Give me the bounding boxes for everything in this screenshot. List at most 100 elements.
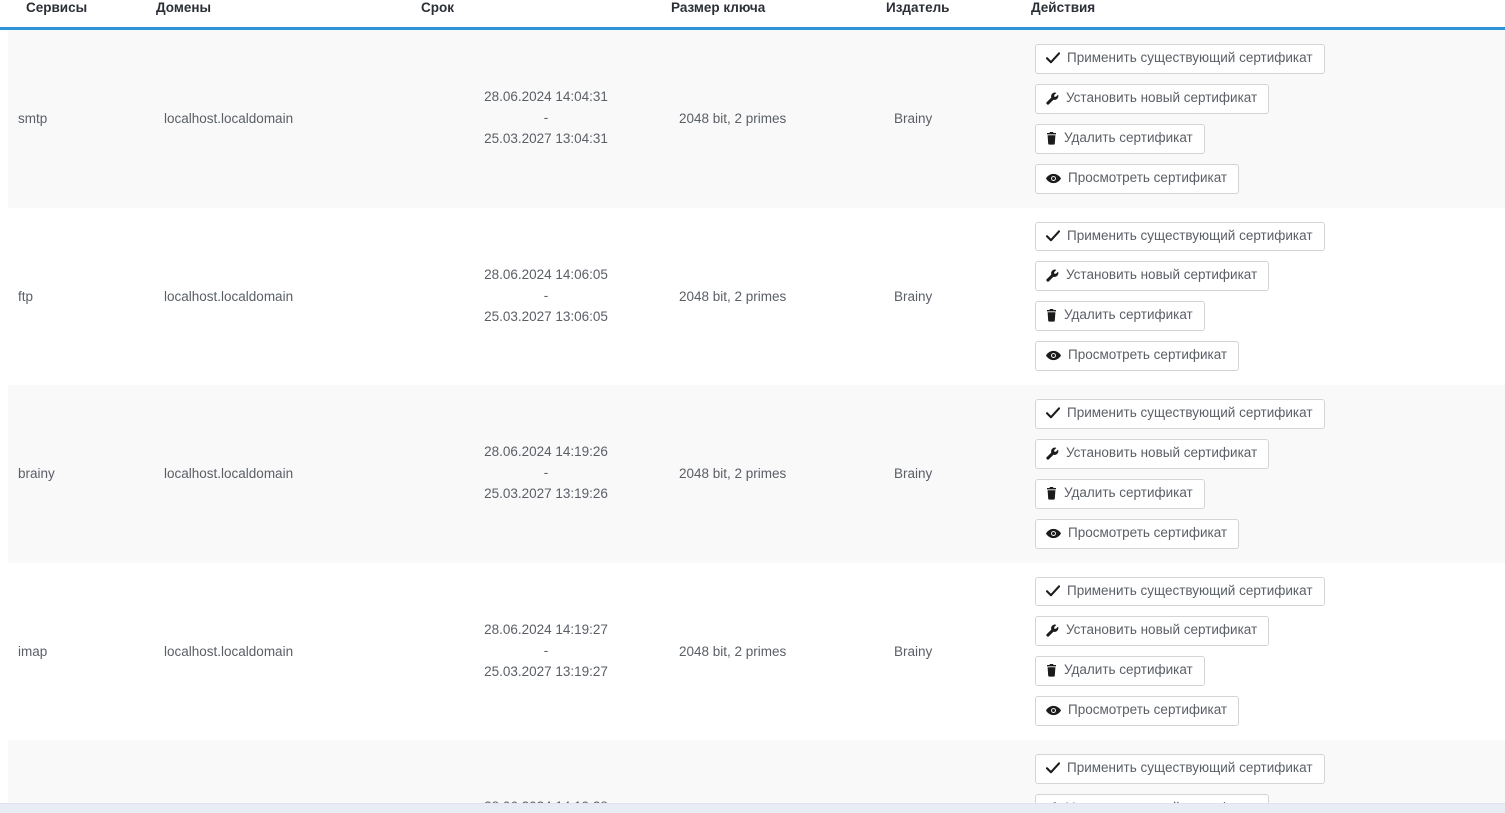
apply-existing-label: Применить существующий сертификат <box>1067 405 1313 420</box>
cell-domain: localhost.localdomain <box>156 28 421 208</box>
term-end: 25.03.2027 13:19:26 <box>484 486 608 502</box>
table-header: Сервисы Домены Срок Размер ключа Издател… <box>0 0 1505 30</box>
apply-existing-button[interactable]: Применить существующий сертификат <box>1035 754 1325 784</box>
apply-existing-button[interactable]: Применить существующий сертификат <box>1035 399 1325 429</box>
apply-existing-label: Применить существующий сертификат <box>1067 760 1313 775</box>
column-header-keysize: Размер ключа <box>671 0 886 30</box>
eye-icon <box>1046 528 1061 539</box>
term-range: 28.06.2024 14:04:31 - 25.03.2027 13:04:31 <box>421 87 671 150</box>
term-range: 28.06.2024 14:19:27 - 25.03.2027 13:19:27 <box>421 620 671 683</box>
install-new-label: Установить новый сертификат <box>1066 622 1258 638</box>
issuer-value: Brainy <box>894 643 933 659</box>
cell-actions: Применить существующий сертификат Установ… <box>1031 562 1505 740</box>
delete-cert-button[interactable]: Удалить сертификат <box>1035 478 1205 509</box>
check-icon <box>1046 762 1060 774</box>
install-new-button[interactable]: Установить новый сертификат <box>1035 438 1270 469</box>
delete-cert-button[interactable]: Удалить сертификат <box>1035 656 1205 687</box>
cell-keysize: 2048 bit, 2 primes <box>671 740 886 813</box>
cell-term: 28.06.2024 14:19:27 - 25.03.2027 13:19:27 <box>421 562 671 740</box>
domain-name: localhost.localdomain <box>164 111 294 127</box>
cell-actions: Применить существующий сертификат Установ… <box>1031 385 1505 563</box>
cell-keysize: 2048 bit, 2 primes <box>671 28 886 208</box>
trash-icon <box>1046 131 1057 145</box>
trash-icon <box>1046 664 1057 677</box>
cell-issuer: Brainy <box>886 385 1031 563</box>
action-button-group: Применить существующий сертификат Установ… <box>1031 30 1505 208</box>
apply-existing-label: Применить существующий сертификат <box>1067 227 1313 243</box>
wrench-icon <box>1046 269 1059 282</box>
install-new-label: Установить новый сертификат <box>1066 267 1258 283</box>
term-separator: - <box>543 287 549 303</box>
cell-service: ftp <box>8 207 156 385</box>
cell-domain: localhost.localdomain <box>156 207 421 385</box>
cell-issuer: Brainy <box>886 207 1031 385</box>
cell-keysize: 2048 bit, 2 primes <box>671 385 886 563</box>
term-separator: - <box>543 642 549 658</box>
install-new-button[interactable]: Установить новый сертификат <box>1035 83 1270 114</box>
trash-icon <box>1046 486 1057 500</box>
cell-keysize: 2048 bit, 2 primes <box>671 562 886 740</box>
term-end: 25.03.2027 13:19:27 <box>484 663 608 679</box>
view-cert-button[interactable]: Просмотреть сертификат <box>1035 341 1240 371</box>
term-start: 28.06.2024 14:04:31 <box>484 89 608 105</box>
column-header-services: Сервисы <box>8 0 156 30</box>
apply-existing-label: Применить существующий сертификат <box>1067 582 1313 598</box>
trash-icon <box>1046 309 1057 322</box>
keysize-value: 2048 bit, 2 primes <box>679 111 787 127</box>
view-cert-button[interactable]: Просмотреть сертификат <box>1035 163 1240 194</box>
row-gutter <box>0 28 8 208</box>
table-row: brainy localhost.localdomain 28.06.2024 14… <box>0 385 1505 563</box>
footer-strip <box>0 803 1505 813</box>
service-name: imap <box>18 643 48 659</box>
delete-cert-label: Удалить сертификат <box>1064 484 1193 500</box>
wrench-icon <box>1046 624 1059 637</box>
apply-existing-button[interactable]: Применить существующий сертификат <box>1035 576 1325 607</box>
domain-name: localhost.localdomain <box>164 288 294 304</box>
cell-actions: Применить существующий сертификат Установ… <box>1031 28 1505 208</box>
issuer-value: Brainy <box>894 466 933 482</box>
view-cert-button[interactable]: Просмотреть сертификат <box>1035 518 1240 549</box>
cell-term: 28.06.2024 14:19:26 - 25.03.2027 13:19:26 <box>421 385 671 563</box>
apply-existing-button[interactable]: Применить существующий сертификат <box>1035 44 1325 74</box>
column-header-issuer: Издатель <box>886 0 1031 30</box>
column-header-term: Срок <box>421 0 671 30</box>
term-range: 28.06.2024 14:06:05 - 25.03.2027 13:06:05 <box>421 265 671 328</box>
delete-cert-button[interactable]: Удалить сертификат <box>1035 123 1205 154</box>
row-gutter <box>0 740 8 813</box>
apply-existing-label: Применить существующий сертификат <box>1067 50 1313 65</box>
table-body: smtp localhost.localdomain 28.06.2024 14:0… <box>0 28 1505 813</box>
table-header-row: Сервисы Домены Срок Размер ключа Издател… <box>0 0 1505 30</box>
view-cert-label: Просмотреть сертификат <box>1068 347 1228 363</box>
view-cert-label: Просмотреть сертификат <box>1068 524 1228 540</box>
delete-cert-label: Удалить сертификат <box>1064 662 1193 678</box>
wrench-icon <box>1046 447 1059 460</box>
action-button-group: Применить существующий сертификат Установ… <box>1031 385 1505 563</box>
service-name: ftp <box>18 288 34 304</box>
apply-existing-button[interactable]: Применить существующий сертификат <box>1035 221 1325 252</box>
term-start: 28.06.2024 14:06:05 <box>484 266 608 282</box>
view-cert-label: Просмотреть сертификат <box>1068 702 1228 718</box>
install-new-button[interactable]: Установить новый сертификат <box>1035 261 1270 292</box>
service-name: brainy <box>18 466 55 482</box>
term-start: 28.06.2024 14:19:27 <box>484 621 608 637</box>
cell-keysize: 2048 bit, 2 primes <box>671 207 886 385</box>
install-new-button[interactable]: Установить новый сертификат <box>1035 616 1270 647</box>
delete-cert-button[interactable]: Удалить сертификат <box>1035 301 1205 332</box>
issuer-value: Brainy <box>894 288 933 304</box>
view-cert-label: Просмотреть сертификат <box>1068 169 1228 185</box>
view-cert-button[interactable]: Просмотреть сертификат <box>1035 696 1240 726</box>
check-icon <box>1046 230 1060 242</box>
install-new-label: Установить новый сертификат <box>1066 89 1258 105</box>
action-button-group: Применить существующий сертификат Установ… <box>1031 208 1505 386</box>
service-name: smtp <box>18 111 48 127</box>
cell-service: imap <box>8 562 156 740</box>
row-gutter <box>0 562 8 740</box>
cell-service: smtp <box>8 28 156 208</box>
cell-service: webserver <box>8 740 156 813</box>
term-range: 28.06.2024 14:19:26 - 25.03.2027 13:19:26 <box>421 442 671 505</box>
column-header-domains: Домены <box>156 0 421 30</box>
issuer-value: Brainy <box>894 111 933 127</box>
check-icon <box>1046 585 1060 597</box>
